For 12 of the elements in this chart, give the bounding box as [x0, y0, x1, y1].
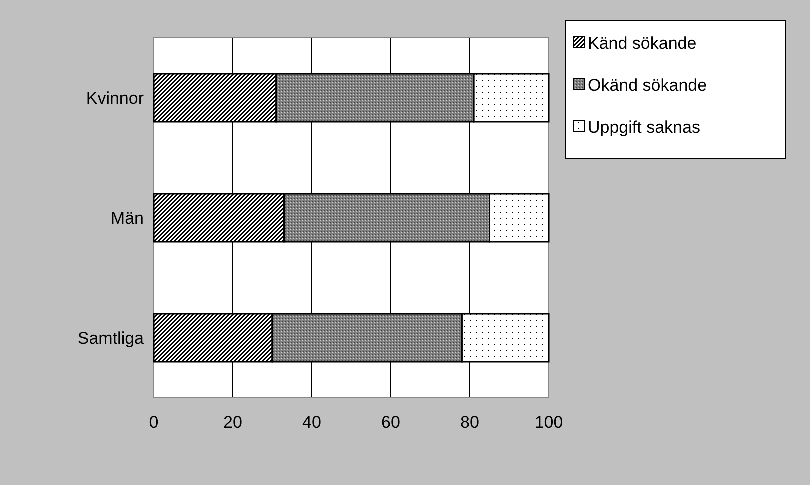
y-tick-label: Samtliga — [78, 329, 145, 348]
y-tick-label: Män — [110, 209, 144, 228]
legend-label: Känd sökande — [588, 34, 697, 53]
x-tick-label: 40 — [302, 413, 322, 432]
x-tick-label: 20 — [224, 413, 242, 432]
legend-label: Uppgift saknas — [588, 118, 700, 137]
x-tick-label: 100 — [534, 413, 564, 432]
legend-label: Okänd sökande — [588, 76, 708, 95]
x-tick-label: 0 — [149, 413, 159, 432]
x-tick-label: 80 — [460, 413, 480, 432]
y-tick-label: Kvinnor — [86, 89, 144, 108]
x-tick-label: 60 — [382, 413, 400, 432]
